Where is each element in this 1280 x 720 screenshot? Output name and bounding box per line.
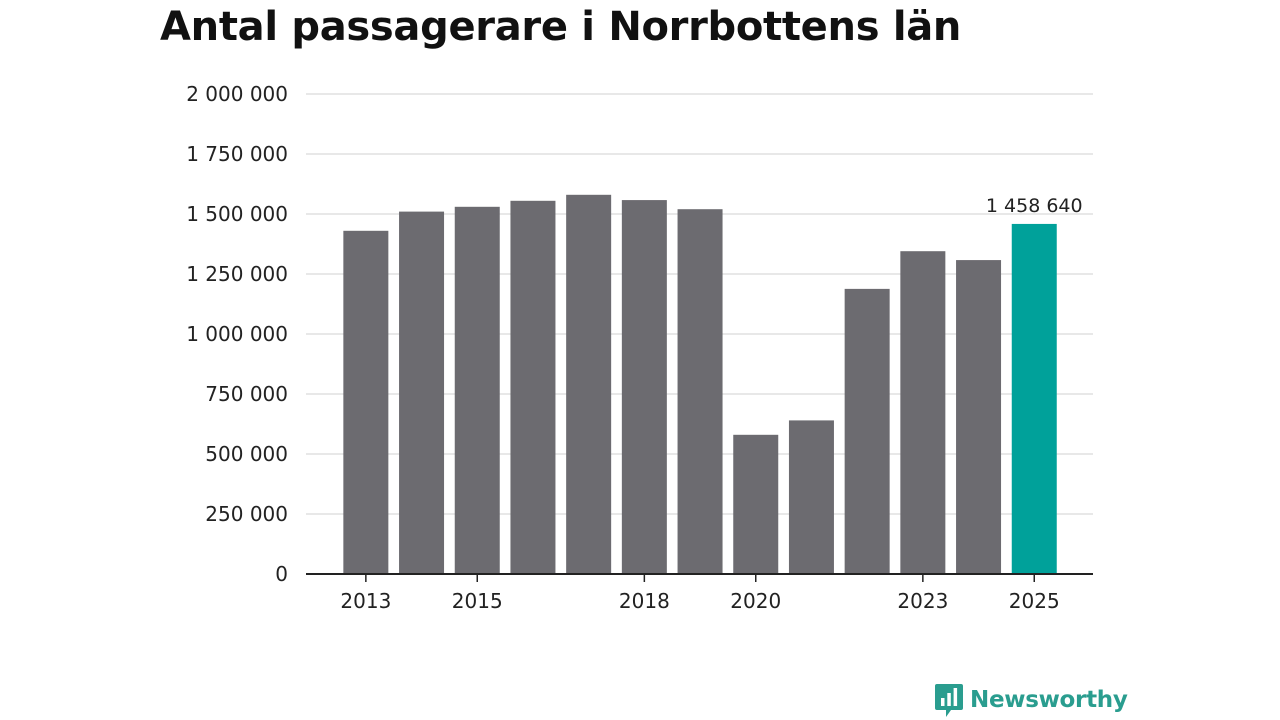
y-tick-label: 2 000 000	[186, 82, 288, 106]
bar-2024	[956, 260, 1002, 574]
newsworthy-logo-icon	[935, 684, 963, 717]
x-axis-tick-labels: 2013 2015 2018 2020 2023 2025	[340, 574, 1060, 613]
bar-2014	[399, 211, 445, 574]
bar-2023	[900, 251, 946, 574]
bar-2025	[1011, 223, 1057, 575]
x-tick-label: 2023	[897, 589, 948, 613]
brand-logo[interactable]: Newsworthy	[934, 682, 1128, 718]
bar-2018	[621, 200, 667, 574]
data-labels: 1 458 640	[986, 195, 1083, 217]
bar-2022	[844, 288, 890, 574]
x-tick-label: 2018	[619, 589, 670, 613]
x-tick-label: 2025	[1009, 589, 1060, 613]
data-label-2025: 1 458 640	[986, 195, 1083, 217]
y-tick-label: 750 000	[205, 382, 288, 406]
bars	[343, 194, 1057, 575]
y-tick-label: 500 000	[205, 442, 288, 466]
bar-2021	[788, 420, 834, 574]
bar-2015	[454, 206, 500, 575]
bar-2017	[566, 194, 612, 575]
bar-chart: 0 250 000 500 000 750 000 1 000 000 1 250 000…	[186, 82, 1093, 613]
x-tick-label: 2013	[340, 589, 391, 613]
bar-2013	[343, 230, 389, 575]
y-tick-label: 0	[275, 562, 288, 586]
y-tick-label: 1 750 000	[186, 142, 288, 166]
brand-name: Newsworthy	[970, 687, 1128, 713]
y-axis-tick-labels: 0 250 000 500 000 750 000 1 000 000 1 250 000…	[186, 82, 288, 586]
x-tick-label: 2015	[452, 589, 503, 613]
x-tick-label: 2020	[730, 589, 781, 613]
y-tick-label: 1 000 000	[186, 322, 288, 346]
bar-2016	[510, 200, 556, 575]
bar-2019	[677, 209, 723, 574]
y-tick-label: 1 250 000	[186, 262, 288, 286]
chart-title: Antal passagerare i Norrbottens län	[160, 4, 962, 50]
bar-2020	[733, 434, 779, 574]
y-tick-label: 1 500 000	[186, 202, 288, 226]
y-tick-label: 250 000	[205, 502, 288, 526]
